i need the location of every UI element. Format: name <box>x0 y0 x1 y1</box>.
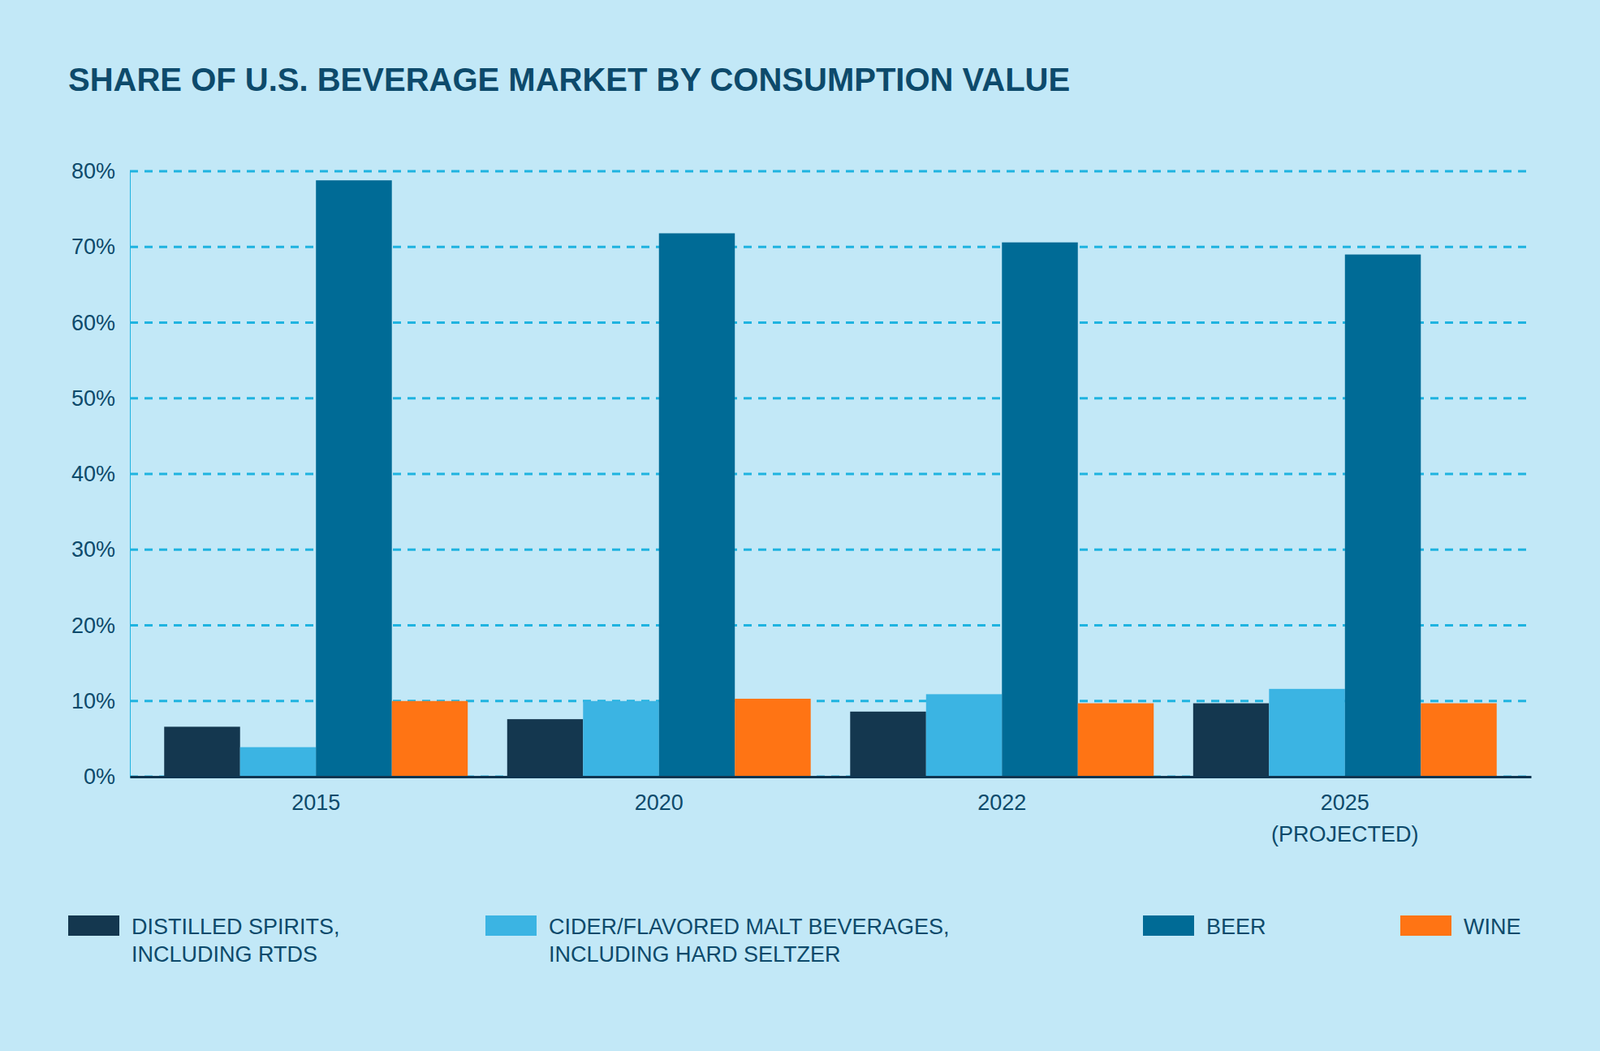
legend-label-line: INCLUDING HARD SELTZER <box>548 942 841 967</box>
x-tick-label: 2020 <box>634 790 684 816</box>
bars <box>163 180 1497 777</box>
bar <box>1345 254 1421 777</box>
y-tick: 40% <box>71 461 130 487</box>
chart: SHARE OF U.S. BEVERAGE MARKET BY CONSUMP… <box>0 0 1600 1051</box>
y-tick: 20% <box>71 613 130 639</box>
legend-label-line: INCLUDING RTDS <box>131 942 318 967</box>
legend-label-line: DISTILLED SPIRITS, <box>131 914 341 940</box>
bar <box>1001 242 1078 777</box>
y-tick-label: 80% <box>71 159 116 184</box>
y-tick-label: 70% <box>71 234 116 259</box>
title: SHARE OF U.S. BEVERAGE MARKET BY CONSUMP… <box>68 61 1070 98</box>
x-tick-label: 2015 <box>291 790 341 816</box>
bar <box>1193 703 1269 777</box>
bar <box>659 232 735 777</box>
legend-label-line: WINE <box>1463 914 1522 940</box>
y-tick: 10% <box>71 689 130 714</box>
x-tick: 2015 <box>291 776 341 816</box>
x-tick-label-line: 2020 <box>634 790 684 816</box>
y-axis: 0% 10% 20% 30% 40% 50% 60% 70% 80% <box>71 159 131 790</box>
y-tick: 80% <box>71 159 130 184</box>
y-tick: 30% <box>71 537 130 562</box>
legend-item: CIDER/FLAVORED MALT BEVERAGES,INCLUDING … <box>485 914 950 967</box>
x-tick-label-line: 2025 <box>1320 790 1370 816</box>
bar <box>240 747 316 777</box>
legend-label: WINE <box>1463 914 1522 940</box>
y-tick: 0% <box>83 764 130 790</box>
grid <box>129 171 1531 777</box>
bar <box>734 698 811 777</box>
x-tick: 2020 <box>634 776 684 816</box>
bar <box>1420 703 1497 777</box>
legend-label: DISTILLED SPIRITS,INCLUDING RTDS <box>131 914 341 967</box>
y-tick: 50% <box>71 386 130 411</box>
y-tick: 70% <box>71 234 130 259</box>
bar <box>392 701 468 777</box>
grid-line <box>129 170 1531 173</box>
y-axis-line <box>129 172 131 778</box>
legend-label: BEER <box>1206 914 1267 940</box>
bar <box>163 726 240 777</box>
y-tick-label: 40% <box>71 461 116 487</box>
y-tick-label: 50% <box>71 386 116 411</box>
y-tick-label: 20% <box>71 613 116 639</box>
legend-label-line: CIDER/FLAVORED MALT BEVERAGES, <box>548 914 950 940</box>
x-axis: 2015 2020 2022 2025 (PROJECTED) <box>130 776 1532 847</box>
bar <box>849 711 926 777</box>
legend-swatch <box>1142 915 1195 936</box>
legend-item: DISTILLED SPIRITS,INCLUDING RTDS <box>68 914 341 967</box>
bar <box>1078 703 1154 777</box>
y-tick-label: 0% <box>83 764 116 790</box>
x-tick-label-line: 2015 <box>291 790 341 816</box>
bar <box>926 694 1002 777</box>
x-tick-label-line: 2022 <box>977 790 1027 816</box>
legend-item: BEER <box>1142 914 1267 940</box>
x-tick-label-line: (PROJECTED) <box>1271 822 1419 847</box>
legend-label: CIDER/FLAVORED MALT BEVERAGES,INCLUDING … <box>548 914 950 967</box>
x-axis-line <box>130 776 1532 779</box>
legend-swatch <box>485 915 537 936</box>
x-tick-label: 2025 (PROJECTED) <box>1271 790 1419 847</box>
y-tick: 60% <box>71 310 130 336</box>
y-tick-label: 10% <box>71 689 116 714</box>
x-tick-label: 2022 <box>977 790 1027 816</box>
bar <box>315 180 392 777</box>
x-tick: 2025 (PROJECTED) <box>1271 776 1419 847</box>
legend-label-line: BEER <box>1206 914 1267 940</box>
y-tick-label: 30% <box>71 537 116 562</box>
background <box>0 0 1600 1051</box>
legend-item: WINE <box>1400 914 1522 940</box>
bar <box>1268 689 1345 777</box>
y-tick-label: 60% <box>71 310 116 336</box>
x-tick: 2022 <box>977 776 1027 816</box>
legend-swatch <box>1400 915 1452 936</box>
bar <box>582 701 659 777</box>
legend: DISTILLED SPIRITS,INCLUDING RTDS CIDER/FL… <box>68 914 1522 967</box>
bar <box>507 719 583 777</box>
legend-swatch <box>68 915 120 936</box>
